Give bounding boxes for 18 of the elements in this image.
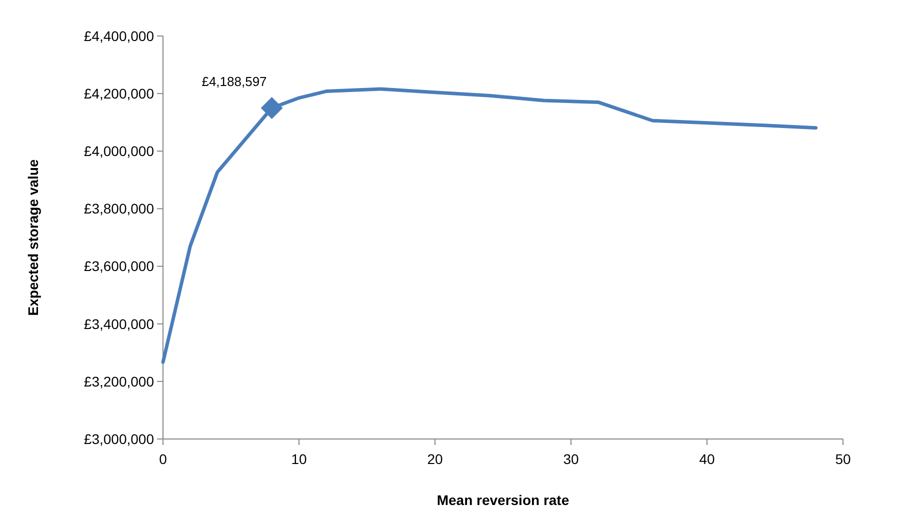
- line-series: [161, 87, 818, 364]
- x-tick-label: 40: [699, 451, 715, 467]
- x-tick-label: 0: [159, 451, 168, 467]
- y-tick-label: £3,400,000: [84, 316, 154, 332]
- y-tick-label: £4,200,000: [84, 85, 154, 102]
- x-tick-label: 50: [835, 451, 851, 467]
- y-tick-label: £3,600,000: [84, 258, 154, 274]
- x-tick-label: 30: [563, 451, 579, 467]
- x-tick-label: 20: [427, 451, 443, 467]
- y-tick-label: £3,000,000: [84, 430, 154, 447]
- x-axis-title: Mean reversion rate: [436, 492, 570, 508]
- y-tick-label: £3,800,000: [84, 200, 154, 217]
- y-tick-label: £3,200,000: [84, 373, 154, 390]
- annotation: £4,188,597: [202, 74, 267, 89]
- y-axis-title: Expected storage value: [25, 159, 41, 316]
- y-tick-label: £4,400,000: [84, 28, 154, 44]
- x-tick-label: 10: [291, 451, 307, 467]
- y-tick-label: £4,000,000: [84, 143, 154, 160]
